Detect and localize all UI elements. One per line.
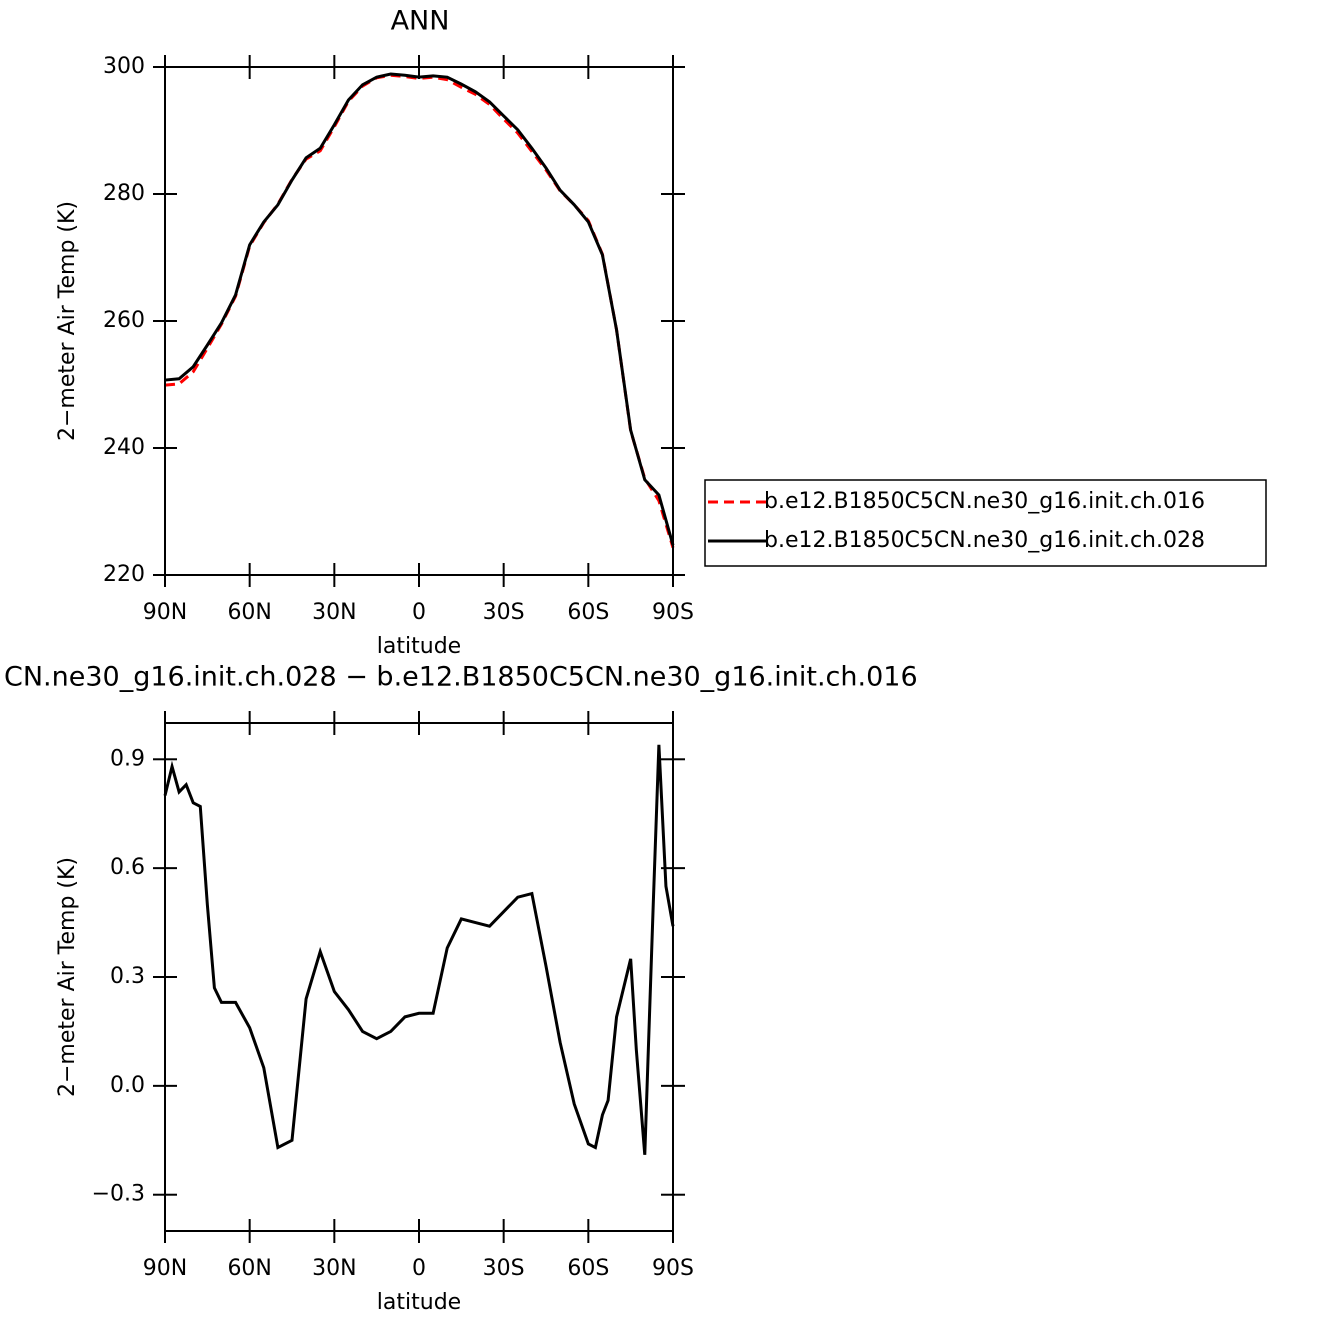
legend-label: b.e12.B1850C5CN.ne30_g16.init.ch.016 bbox=[764, 489, 1205, 514]
y-axis-label: 2−meter Air Temp (K) bbox=[55, 857, 80, 1097]
y-tick-label: 0.6 bbox=[110, 855, 145, 880]
x-tick-label: 30N bbox=[312, 1256, 356, 1281]
chart-title: CN.ne30_g16.init.ch.028 − b.e12.B1850C5C… bbox=[4, 662, 918, 693]
x-tick-label: 30N bbox=[312, 600, 356, 625]
x-tick-label: 60S bbox=[567, 1256, 609, 1281]
x-tick-label: 0 bbox=[412, 1256, 426, 1281]
y-tick-label: 0.0 bbox=[110, 1073, 145, 1098]
y-tick-label: 300 bbox=[103, 54, 145, 79]
x-tick-label: 60S bbox=[567, 600, 609, 625]
plot-frame bbox=[164, 66, 674, 576]
legend-box bbox=[704, 479, 1267, 567]
x-tick-label: 90S bbox=[652, 1256, 694, 1281]
y-axis-label: 2−meter Air Temp (K) bbox=[55, 201, 80, 441]
x-tick-label: 90S bbox=[652, 600, 694, 625]
y-tick-label: −0.3 bbox=[92, 1182, 145, 1207]
chart-title: ANN bbox=[391, 6, 450, 37]
x-axis-label: latitude bbox=[377, 1290, 461, 1315]
series-line bbox=[164, 73, 675, 549]
x-tick-label: 90N bbox=[143, 1256, 187, 1281]
legend-label: b.e12.B1850C5CN.ne30_g16.init.ch.028 bbox=[764, 528, 1205, 553]
y-tick-label: 0.3 bbox=[110, 964, 145, 989]
x-tick-label: 60N bbox=[227, 1256, 271, 1281]
x-tick-label: 0 bbox=[412, 600, 426, 625]
y-tick-label: 280 bbox=[103, 181, 145, 206]
x-tick-label: 30S bbox=[483, 600, 525, 625]
x-tick-label: 90N bbox=[143, 600, 187, 625]
x-tick-label: 30S bbox=[483, 1256, 525, 1281]
series-line bbox=[164, 72, 675, 546]
plot-frame bbox=[164, 722, 674, 1232]
x-axis-label: latitude bbox=[377, 634, 461, 659]
y-tick-label: 260 bbox=[103, 308, 145, 333]
y-tick-label: 240 bbox=[103, 435, 145, 460]
series-line bbox=[163, 744, 675, 1155]
x-tick-label: 60N bbox=[227, 600, 271, 625]
y-tick-label: 0.9 bbox=[110, 746, 145, 771]
y-tick-label: 220 bbox=[103, 562, 145, 587]
